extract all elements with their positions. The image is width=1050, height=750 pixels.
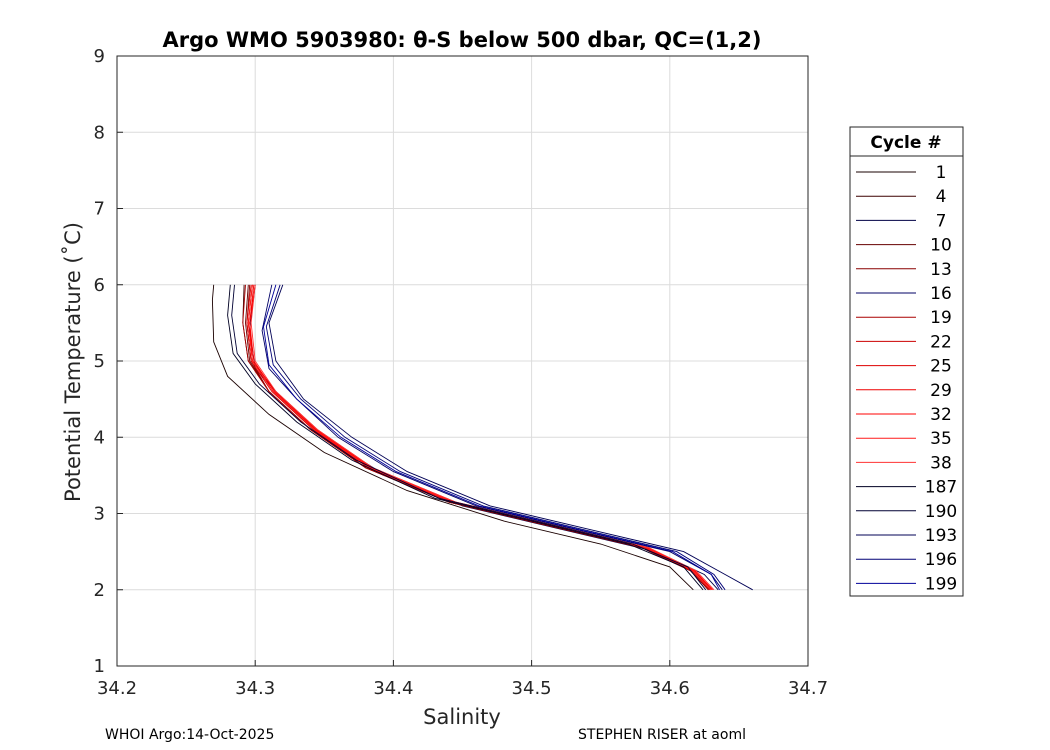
legend: Cycle # 1 4 7 10 13 16 19 22 25 29 32 35 38 187 190 193… [849,126,964,597]
legend-entry-label: 7 [936,211,947,231]
legend-entry-label: 193 [925,526,957,546]
legend-entry-label: 187 [925,478,957,498]
legend-entry-label: 199 [925,574,957,594]
legend-entry-label: 35 [930,429,952,449]
x-tick-label: 34.5 [512,678,552,699]
ticks: 34.2 34.3 34.4 34.5 34.6 34.7 1 2 3 4 5 6 7 8 9 [94,46,828,699]
y-tick-label: 2 [94,580,105,601]
y-tick-label: 5 [94,351,105,372]
legend-entry-label: 13 [930,260,952,280]
legend-entry-label: 1 [936,163,947,183]
legend-entry-label: 10 [930,236,952,256]
y-tick-label: 4 [94,427,105,448]
y-tick-label: 8 [94,122,105,143]
x-axis-label: Salinity [423,705,501,729]
series-line-cycle-193 [268,284,753,591]
x-tick-label: 34.3 [235,678,275,699]
series-line-cycle-196 [265,284,726,591]
y-tick-label: 9 [94,46,105,67]
y-tick-label: 3 [94,504,105,525]
legend-entry-label: 19 [930,308,952,328]
plot-area: 34.2 34.3 34.4 34.5 34.6 34.7 1 2 3 4 5 6 7 8 9 [94,46,828,699]
series-line-cycle-199 [263,284,720,591]
y-axis-label: Potential Temperature (˚C) [61,222,85,502]
legend-entry-label: 16 [930,284,952,304]
legend-items: 1 4 7 10 13 16 19 22 25 29 32 35 38 187 190 193 196 199 [856,163,957,594]
series-line-cycle-190 [231,284,707,591]
footer-left: WHOI Argo:14-Oct-2025 [105,727,275,743]
x-tick-label: 34.7 [788,678,828,699]
x-tick-label: 34.6 [650,678,690,699]
footer-right: STEPHEN RISER at aoml [578,727,746,743]
x-tick-label: 34.2 [97,678,137,699]
series-line-cycle-32 [249,284,713,591]
series-line-cycle-1 [211,284,694,591]
legend-entry-label: 4 [936,187,947,207]
legend-entry-label: 196 [925,550,957,570]
legend-entry-label: 190 [925,502,957,522]
legend-box [849,126,964,597]
series-group [211,284,753,591]
y-tick-label: 1 [94,656,105,677]
series-line-cycle-16 [261,284,723,591]
legend-entry-label: 32 [930,405,952,425]
chart-title: Argo WMO 5903980: θ-S below 500 dbar, QC… [163,28,762,52]
x-tick-label: 34.4 [373,678,413,699]
series-line-cycle-187 [227,284,704,591]
legend-entry-label: 22 [930,332,952,352]
legend-entry-label: 38 [930,453,952,473]
legend-entry-label: 29 [930,381,952,401]
series-line-cycle-35 [247,284,712,591]
series-line-cycle-19 [242,284,709,591]
legend-entry-label: 25 [930,357,952,377]
legend-title: Cycle # [870,133,941,153]
y-tick-label: 6 [94,275,105,296]
y-tick-label: 7 [94,199,105,220]
